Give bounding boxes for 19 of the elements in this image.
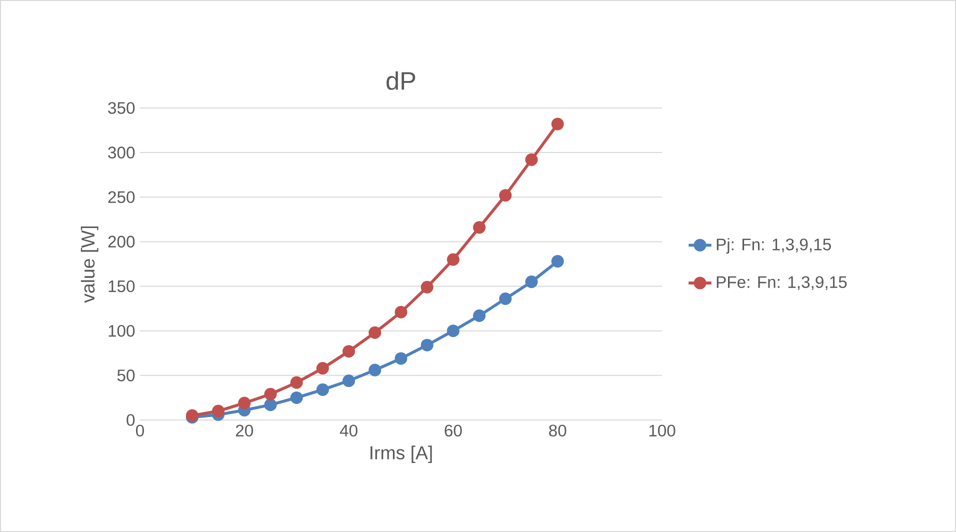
- y-tick-label: 100: [108, 324, 135, 337]
- y-tick-label: 50: [117, 370, 135, 382]
- y-tick-label: 250: [108, 191, 135, 204]
- y-tick-label: 300: [108, 146, 135, 158]
- chart-title: dP: [386, 71, 416, 90]
- y-tick-label: 150: [108, 280, 135, 292]
- legend-label: Pj: Fn: 1,3,9,15: [716, 238, 831, 254]
- y-tick-label: 0: [126, 414, 135, 426]
- y-tick-label: 200: [108, 236, 135, 248]
- x-tick-label: 100: [649, 424, 676, 437]
- x-tick-label: 40: [340, 424, 358, 437]
- x-axis-title: Irms [A]: [370, 446, 432, 464]
- x-tick-label: 80: [549, 424, 566, 437]
- x-tick-label: 20: [236, 424, 253, 437]
- x-tick-label: 60: [444, 424, 462, 437]
- y-tick-label: 350: [108, 102, 135, 114]
- y-axis-title: value [W]: [80, 226, 98, 303]
- x-tick-label: 0: [136, 424, 144, 437]
- legend-label: PFe: Fn: 1,3,9,15: [716, 276, 847, 290]
